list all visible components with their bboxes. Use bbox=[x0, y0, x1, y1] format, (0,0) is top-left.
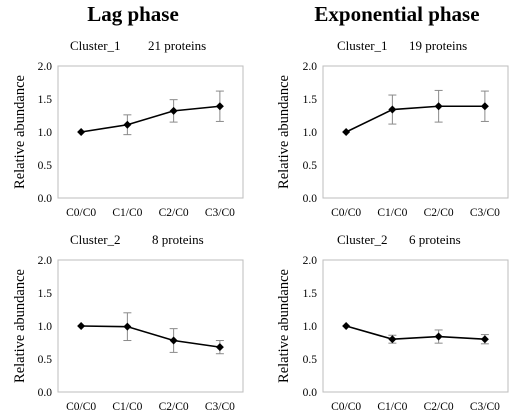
data-point bbox=[123, 120, 132, 129]
y-tick-label: 1.5 bbox=[303, 94, 318, 106]
protein-count: 6 proteins bbox=[409, 232, 461, 247]
x-tick-label: C1/C0 bbox=[112, 401, 142, 411]
y-tick-label: 0.0 bbox=[38, 387, 53, 399]
data-point bbox=[388, 105, 397, 114]
protein-count: 8 proteins bbox=[152, 232, 204, 247]
series-line bbox=[345, 325, 485, 341]
y-tick-label: 0.0 bbox=[38, 193, 53, 205]
y-tick-label: 2.0 bbox=[303, 255, 318, 267]
y-axis-label: Relative abundance bbox=[12, 269, 28, 383]
y-tick-label: 0.5 bbox=[38, 354, 53, 366]
x-tick-label: C0/C0 bbox=[331, 207, 361, 219]
x-tick-label: C1/C0 bbox=[377, 207, 407, 219]
y-tick-label: 1.5 bbox=[303, 288, 318, 300]
data-point bbox=[169, 106, 178, 115]
cluster-label: Cluster_2 bbox=[337, 232, 388, 247]
series-line bbox=[81, 325, 220, 348]
cluster-label: Cluster_2 bbox=[70, 232, 121, 247]
plot-frame bbox=[57, 65, 244, 199]
y-tick-label: 1.0 bbox=[303, 127, 318, 139]
x-tick-label: C2/C0 bbox=[424, 401, 454, 411]
y-tick-label: 1.0 bbox=[38, 127, 53, 139]
x-tick-label: C2/C0 bbox=[424, 207, 454, 219]
panel-lag-cluster-1: Cluster_1 21 proteins 0.0 0.5 1.0 1.5 2.0 Relat… bbox=[12, 38, 244, 219]
column-title-lag: Lag phase bbox=[87, 2, 179, 26]
data-point bbox=[215, 102, 224, 111]
y-tick-label: 0.5 bbox=[38, 160, 53, 172]
data-point bbox=[77, 322, 86, 330]
series-line bbox=[345, 105, 485, 133]
protein-count: 19 proteins bbox=[409, 38, 467, 53]
data-point bbox=[434, 332, 443, 341]
y-tick-label: 2.0 bbox=[38, 61, 53, 73]
data-point bbox=[480, 335, 489, 344]
x-tick-label: C0/C0 bbox=[331, 401, 361, 411]
y-tick-label: 0.0 bbox=[303, 193, 318, 205]
x-tick-label: C2/C0 bbox=[159, 401, 189, 411]
y-tick-label: 1.5 bbox=[38, 288, 53, 300]
x-tick-label: C3/C0 bbox=[205, 207, 235, 219]
y-tick-label: 0.0 bbox=[303, 387, 318, 399]
panel-exponential-cluster-1: Cluster_1 19 proteins 0.0 0.5 1.0 1.5 2.0 Relat… bbox=[276, 38, 509, 219]
data-point bbox=[169, 336, 178, 345]
y-axis-label: Relative abundance bbox=[276, 269, 292, 383]
y-axis-label: Relative abundance bbox=[12, 75, 28, 189]
series-line bbox=[81, 105, 220, 133]
protein-count: 21 proteins bbox=[148, 38, 206, 53]
cluster-label: Cluster_1 bbox=[70, 38, 121, 53]
panel-exponential-cluster-2: Cluster_2 6 proteins 0.0 0.5 1.0 1.5 2.0 Relati… bbox=[276, 232, 509, 411]
column-title-exponential: Exponential phase bbox=[314, 2, 479, 26]
cluster-label: Cluster_1 bbox=[337, 38, 388, 53]
data-point bbox=[342, 128, 351, 136]
y-tick-label: 2.0 bbox=[303, 61, 318, 73]
y-tick-label: 1.0 bbox=[303, 321, 318, 333]
y-tick-label: 1.5 bbox=[38, 94, 53, 106]
x-tick-label: C3/C0 bbox=[470, 207, 500, 219]
data-point bbox=[480, 102, 489, 111]
data-point bbox=[388, 335, 397, 344]
data-point bbox=[434, 102, 443, 111]
y-tick-label: 0.5 bbox=[303, 354, 318, 366]
y-tick-label: 1.0 bbox=[38, 321, 53, 333]
x-tick-label: C3/C0 bbox=[470, 401, 500, 411]
x-tick-label: C1/C0 bbox=[377, 401, 407, 411]
plot-frame bbox=[322, 259, 509, 393]
plot-frame bbox=[322, 65, 509, 199]
data-point bbox=[342, 322, 351, 330]
x-tick-label: C3/C0 bbox=[205, 401, 235, 411]
y-axis-label: Relative abundance bbox=[276, 75, 292, 189]
y-tick-label: 2.0 bbox=[38, 255, 53, 267]
x-tick-label: C0/C0 bbox=[66, 207, 96, 219]
data-point bbox=[77, 128, 86, 136]
data-point bbox=[215, 343, 224, 352]
y-tick-label: 0.5 bbox=[303, 160, 318, 172]
x-tick-label: C0/C0 bbox=[66, 401, 96, 411]
plot-frame bbox=[57, 259, 244, 393]
x-tick-label: C1/C0 bbox=[112, 207, 142, 219]
x-tick-label: C2/C0 bbox=[159, 207, 189, 219]
panel-lag-cluster-2: Cluster_2 8 proteins 0.0 0.5 1.0 1.5 2.0 Relati… bbox=[12, 232, 244, 411]
data-point bbox=[123, 322, 132, 331]
